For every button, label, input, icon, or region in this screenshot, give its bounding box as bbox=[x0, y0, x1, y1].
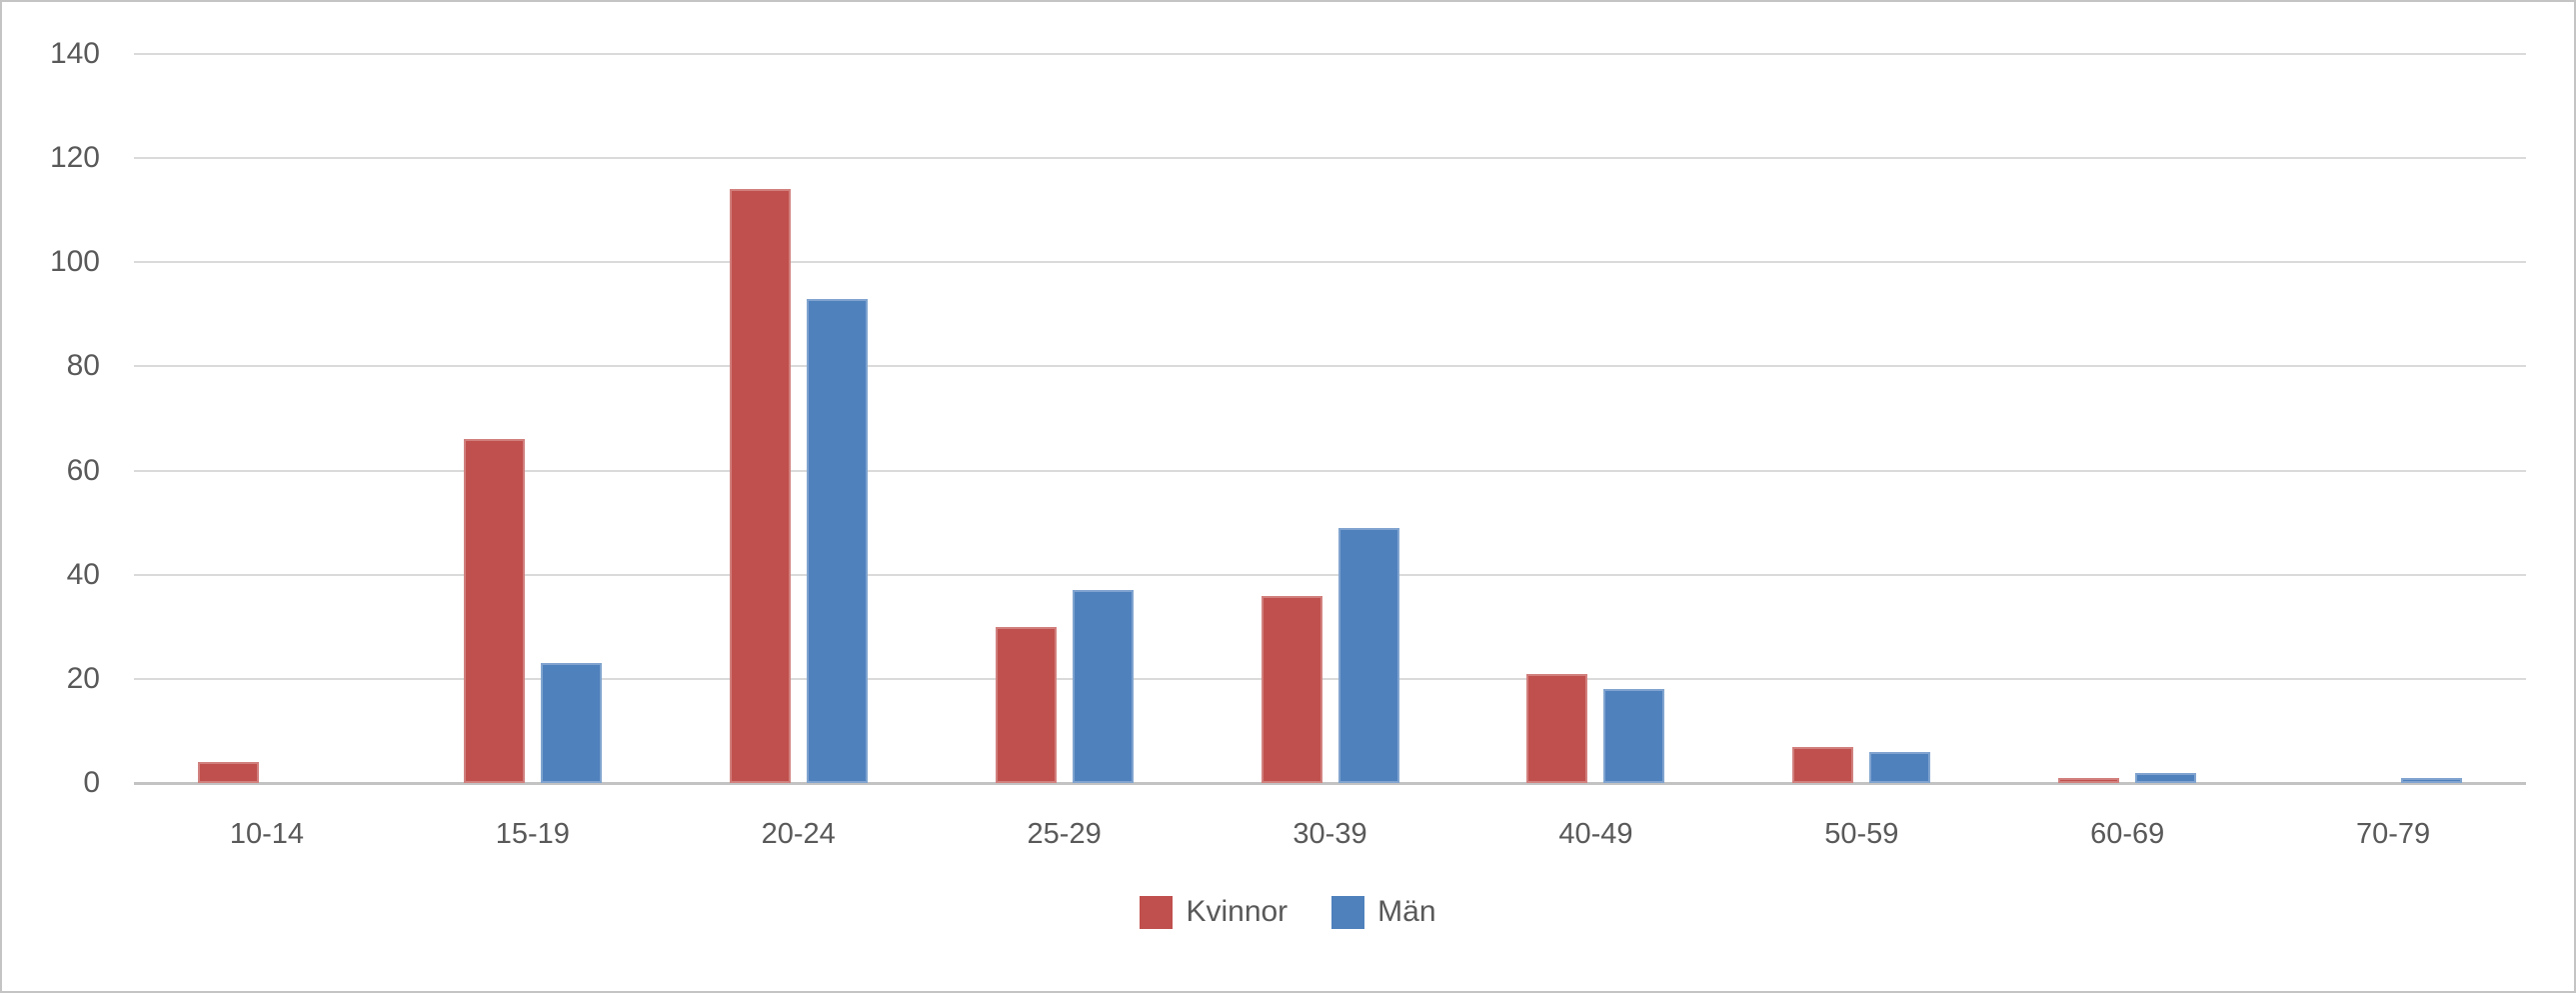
y-axis-tick-label: 60 bbox=[66, 453, 100, 487]
gridline bbox=[134, 365, 2526, 368]
gridline bbox=[134, 469, 2526, 472]
x-axis-category-label: 15-19 bbox=[495, 818, 570, 850]
bar-m-n bbox=[2135, 772, 2197, 783]
bar-m-n bbox=[2401, 777, 2463, 783]
bar-group bbox=[1728, 54, 1994, 783]
x-axis-category-label: 20-24 bbox=[761, 818, 836, 850]
bar-m-n bbox=[806, 298, 868, 783]
bar-group bbox=[932, 54, 1198, 783]
y-axis-tick-label: 140 bbox=[49, 37, 100, 70]
y-axis-tick-labels: 0 20 40 60 80 100 120 140 bbox=[2, 37, 100, 799]
bar-group bbox=[134, 54, 400, 783]
bar-group bbox=[1462, 54, 1728, 783]
bar-kvinnor bbox=[1792, 746, 1854, 783]
x-axis-category-label: 40-49 bbox=[1558, 818, 1633, 850]
bar-group bbox=[400, 54, 666, 783]
bar-m-n bbox=[1072, 590, 1134, 783]
y-axis-tick-label: 40 bbox=[66, 557, 100, 591]
plot-area bbox=[134, 53, 2526, 785]
x-axis-category-label: 25-29 bbox=[1027, 818, 1102, 850]
x-axis-category-label: 60-69 bbox=[2090, 818, 2165, 850]
bar-kvinnor bbox=[1261, 595, 1322, 783]
bar-group bbox=[1994, 54, 2260, 783]
legend-swatch bbox=[1331, 895, 1365, 929]
bar-kvinnor bbox=[197, 762, 259, 783]
gridline bbox=[134, 573, 2526, 576]
bar-kvinnor bbox=[995, 626, 1057, 783]
bar-groups bbox=[134, 54, 2526, 783]
x-axis-line bbox=[134, 782, 2526, 785]
legend-swatch bbox=[1140, 895, 1174, 929]
x-axis-category-label: 10-14 bbox=[229, 818, 305, 850]
x-axis-category-label: 70-79 bbox=[2355, 818, 2431, 850]
bar-group bbox=[1198, 54, 1463, 783]
y-axis-tick-label: 80 bbox=[66, 349, 100, 383]
bar-kvinnor bbox=[729, 189, 791, 783]
y-axis-tick-label: 100 bbox=[49, 245, 100, 279]
legend-item: Män bbox=[1331, 895, 1436, 929]
bar-m-n bbox=[1869, 751, 1931, 783]
bar-group bbox=[666, 54, 932, 783]
gridline bbox=[134, 261, 2526, 264]
y-axis-tick-label: 120 bbox=[49, 141, 100, 175]
legend-label: Kvinnor bbox=[1186, 895, 1288, 928]
bar-kvinnor bbox=[1526, 673, 1588, 783]
bar-kvinnor bbox=[2058, 777, 2120, 783]
legend-item: Kvinnor bbox=[1140, 895, 1288, 929]
bar-kvinnor bbox=[463, 439, 525, 783]
gridline bbox=[134, 677, 2526, 680]
gridline bbox=[134, 53, 2526, 55]
bar-group bbox=[2260, 54, 2526, 783]
legend: Kvinnor Män bbox=[2, 895, 2574, 929]
bar-m-n bbox=[540, 663, 602, 783]
gridline bbox=[134, 157, 2526, 160]
bar-m-n bbox=[1337, 527, 1399, 783]
bar-m-n bbox=[1603, 689, 1665, 783]
y-axis-tick-label: 0 bbox=[83, 766, 100, 799]
x-axis-category-label: 50-59 bbox=[1824, 818, 1899, 850]
x-axis-tick-labels: 10-14 15-19 20-24 25-29 30-39 40-49 50-59 60-69… bbox=[134, 814, 2526, 854]
legend-label: Män bbox=[1377, 895, 1436, 928]
x-axis-category-label: 30-39 bbox=[1292, 818, 1367, 850]
y-axis-tick-label: 20 bbox=[66, 661, 100, 695]
